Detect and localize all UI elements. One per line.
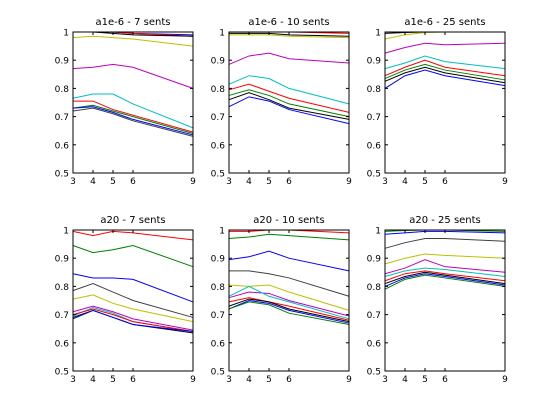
x-tick-label: 9 [190,177,196,187]
subplot-title: a1e-6 - 7 sents [96,17,171,28]
y-tick-label: 1 [63,29,69,39]
x-tick-label: 4 [246,177,252,187]
x-tick-label: 3 [226,375,232,385]
y-tick-label: 0.7 [55,311,69,321]
subplot-6: 0.5 0.6 0.7 0.8 0.9 1 3 4 5 6 9 a20 - 25 sents [367,215,508,385]
y-tick-label: 0.5 [367,368,381,378]
y-tick-label: 0.9 [211,57,226,67]
x-tick-label: 9 [346,375,352,385]
y-tick-label: 0.5 [55,170,69,180]
subplot-2: 0.5 0.6 0.7 0.8 0.9 1 3 4 5 6 9 a1e-6 - 10 sents [211,17,352,187]
x-tick-label: 6 [130,375,136,385]
y-tick-label: 0.9 [367,255,382,265]
x-tick-label: 6 [442,177,448,187]
y-tick-label: 1 [375,29,381,39]
y-tick-label: 0.9 [55,57,70,67]
y-tick-label: 0.8 [211,283,226,293]
y-tick-label: 0.6 [211,141,226,151]
x-tick-label: 3 [226,177,232,187]
x-tick-label: 9 [190,375,196,385]
y-tick-label: 0.9 [367,57,382,67]
subplot-title: a20 - 10 sents [253,215,325,226]
y-tick-label: 0.6 [367,339,382,349]
x-tick-label: 4 [90,177,96,187]
plot-area [73,32,193,173]
x-tick-label: 4 [402,375,408,385]
x-tick-label: 3 [70,177,76,187]
subplot-5: 0.5 0.6 0.7 0.8 0.9 1 3 4 5 6 9 a20 - 10 sents [211,215,352,385]
y-tick-label: 0.7 [211,311,225,321]
x-tick-label: 5 [422,177,428,187]
y-tick-label: 0.6 [55,141,70,151]
subplot-1: 0.5 0.6 0.7 0.8 0.9 1 3 4 5 6 9 a1e-6 - 7 sents [55,17,196,187]
y-tick-label: 0.7 [211,113,225,123]
y-tick-label: 0.7 [55,113,69,123]
plot-area [385,230,505,371]
y-tick-label: 0.5 [367,170,381,180]
y-tick-label: 0.6 [211,339,226,349]
subplot-4: 0.5 0.6 0.7 0.8 0.9 1 3 4 5 6 9 a20 - 7 sents [55,215,196,385]
y-tick-label: 0.9 [55,255,70,265]
x-tick-label: 5 [266,375,272,385]
subplot-title: a1e-6 - 25 sents [404,17,485,28]
subplot-title: a1e-6 - 10 sents [248,17,329,28]
x-tick-label: 4 [402,177,408,187]
y-tick-label: 0.7 [367,311,381,321]
y-tick-label: 0.8 [211,85,226,95]
x-tick-label: 3 [382,375,388,385]
y-tick-label: 1 [375,227,381,237]
y-tick-label: 0.5 [211,170,225,180]
x-tick-label: 6 [286,375,292,385]
y-tick-label: 1 [219,29,225,39]
subplot-title: a20 - 7 sents [100,215,165,226]
x-tick-label: 5 [110,177,116,187]
subplot-title: a20 - 25 sents [409,215,481,226]
y-tick-label: 0.8 [55,283,70,293]
y-tick-label: 0.6 [367,141,382,151]
x-tick-label: 9 [502,375,508,385]
y-tick-label: 0.6 [55,339,70,349]
y-tick-label: 0.7 [367,113,381,123]
x-tick-label: 9 [502,177,508,187]
x-tick-label: 6 [442,375,448,385]
y-tick-label: 1 [63,227,69,237]
x-tick-label: 5 [266,177,272,187]
y-tick-label: 0.8 [367,283,382,293]
y-tick-label: 0.8 [55,85,70,95]
y-tick-label: 0.9 [211,255,226,265]
y-tick-label: 0.5 [211,368,225,378]
plot-area [385,32,505,173]
x-tick-label: 9 [346,177,352,187]
plot-area [229,32,349,173]
y-tick-label: 0.5 [55,368,69,378]
x-tick-label: 4 [90,375,96,385]
subplot-3: 0.5 0.6 0.7 0.8 0.9 1 3 4 5 6 9 a1e-6 - 25 sents [367,17,508,187]
x-tick-label: 3 [70,375,76,385]
y-tick-label: 1 [219,227,225,237]
x-tick-label: 5 [110,375,116,385]
y-tick-label: 0.8 [367,85,382,95]
x-tick-label: 6 [286,177,292,187]
x-tick-label: 4 [246,375,252,385]
x-tick-label: 3 [382,177,388,187]
x-tick-label: 5 [422,375,428,385]
x-tick-label: 6 [130,177,136,187]
